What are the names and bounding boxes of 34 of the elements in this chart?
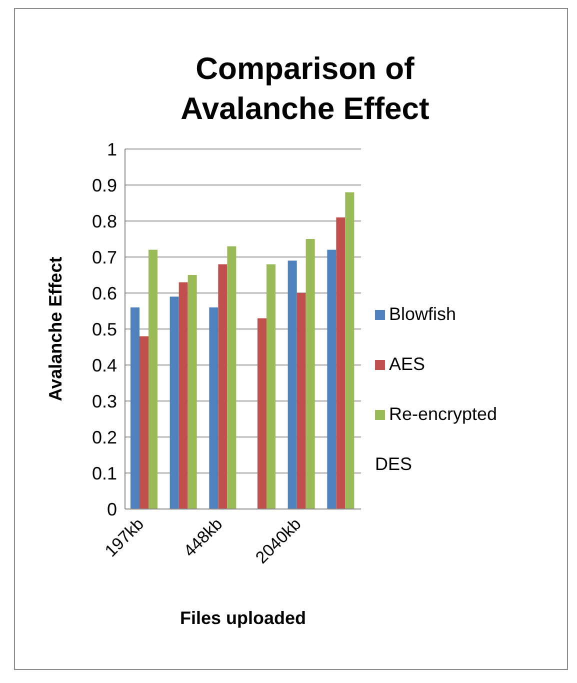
bar [188, 275, 197, 509]
bar [227, 246, 236, 509]
bar [327, 250, 336, 509]
y-tick-label: 0.9 [92, 175, 117, 196]
y-axis-title: Avalanche Effect [45, 256, 66, 402]
y-tick-label: 0.8 [92, 211, 117, 232]
legend-label: Blowfish [389, 304, 456, 324]
y-tick-label: 1 [106, 139, 117, 160]
bar [218, 264, 228, 509]
text: Re-encrypted DES [375, 404, 498, 474]
y-tick-label: 0.7 [92, 247, 117, 268]
x-axis-title: Files uploaded [180, 608, 306, 628]
bar [345, 192, 354, 509]
y-tick-label: 0.3 [92, 391, 117, 412]
bar [266, 264, 276, 509]
bar [296, 293, 306, 509]
bar [148, 250, 158, 509]
bar [258, 318, 267, 509]
y-tick-label: 0.4 [92, 355, 117, 376]
bar [209, 307, 218, 509]
y-tick-label: 0 [106, 499, 117, 520]
y-tick-label: 0.1 [92, 463, 117, 484]
bar [130, 307, 140, 509]
y-tick-label: 0.6 [92, 283, 117, 304]
bar [140, 336, 149, 509]
y-tick-label: 0.2 [92, 427, 117, 448]
bar [336, 217, 346, 509]
bar [306, 239, 315, 509]
y-tick-label: 0.5 [92, 319, 117, 340]
bar [178, 282, 188, 509]
legend-label: AES [389, 354, 426, 374]
bar [170, 296, 179, 509]
chart-title: Comparison of Avalanche Effect [180, 50, 430, 128]
bar [288, 260, 297, 509]
